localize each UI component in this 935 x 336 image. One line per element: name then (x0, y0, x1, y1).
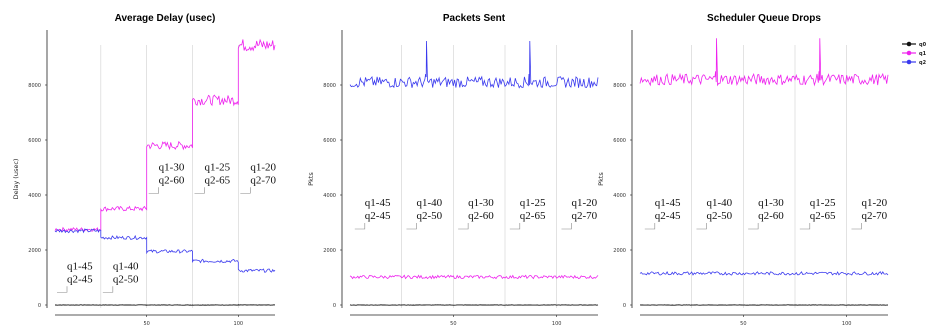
y-tick-label: 4000 (613, 193, 626, 199)
y-tick-label: 8000 (28, 83, 41, 89)
y-tick-label: 2000 (323, 248, 336, 254)
x-tick-label: 100 (234, 321, 244, 327)
phase-annotation: q2-65 (810, 210, 836, 222)
legend-label-q0: q0 (919, 42, 927, 48)
series-line-q2 (349, 40, 599, 89)
x-tick-label: 50 (143, 321, 149, 327)
y-tick-label: 6000 (28, 138, 41, 144)
phase-annotation: q1-20 (571, 197, 597, 209)
chart-title: Scheduler Queue Drops (707, 13, 821, 24)
phase-step-marker (644, 223, 656, 230)
phase-annotation: q1-20 (250, 161, 276, 173)
y-tick-label: 4000 (323, 193, 336, 199)
phase-annotation: q2-65 (205, 174, 231, 186)
phase-annotation: q2-60 (758, 210, 784, 222)
x-tick-label: 50 (450, 321, 456, 327)
phase-annotation: q2-60 (159, 174, 185, 186)
y-tick-label: 6000 (613, 138, 626, 144)
x-tick-label: 50 (740, 321, 746, 327)
y-tick-label: 8000 (613, 83, 626, 89)
phase-annotation: q2-45 (655, 210, 681, 222)
legend-marker-q1 (906, 50, 912, 56)
legend-marker-q0 (906, 41, 912, 47)
legend: q0 q1 q2 (902, 41, 927, 66)
chart-title: Average Delay (usec) (115, 13, 216, 24)
phase-annotation: q1-20 (861, 197, 887, 209)
chart-title: Packets Sent (443, 13, 506, 24)
phase-step-marker (354, 223, 366, 230)
y-axis-label: Pkts (307, 172, 315, 186)
phase-annotation: q1-40 (416, 197, 442, 209)
x-tick-label: 100 (842, 321, 852, 327)
phase-step-marker (148, 187, 159, 194)
phase-step-marker (696, 223, 707, 230)
phase-annotation: q2-65 (520, 210, 546, 222)
phase-annotation: q2-50 (113, 273, 139, 285)
phase-annotation: q1-45 (365, 197, 391, 209)
phase-step-marker (458, 223, 469, 230)
phase-annotation: q2-70 (571, 210, 597, 222)
series-line-q1 (54, 38, 276, 232)
phase-annotation: q2-45 (365, 210, 391, 222)
phase-step-marker (799, 223, 811, 230)
phase-step-marker (406, 223, 417, 230)
y-tick-label: 0 (623, 303, 626, 309)
y-tick-label: 6000 (323, 138, 336, 144)
phase-annotation: q2-50 (416, 210, 442, 222)
phase-step-marker (561, 223, 572, 230)
y-tick-label: 8000 (323, 83, 336, 89)
phase-step-marker (194, 187, 205, 194)
chart-panel-2: Packets Sent 0 2000 4000 6000 8000 Pkts 50 100 q1… (307, 13, 599, 327)
phase-annotation: q2-45 (67, 273, 93, 285)
phase-annotation: q2-70 (250, 174, 276, 186)
y-axis-label: Pkts (597, 172, 605, 186)
phase-step-marker (851, 223, 862, 230)
phase-annotation: q2-60 (468, 210, 494, 222)
chart-panel-1: Average Delay (usec) 0 2000 4000 6000 8000 Del… (12, 13, 276, 327)
phase-annotation: q1-45 (655, 197, 681, 209)
phase-annotation: q1-40 (706, 197, 732, 209)
series-line-q1 (349, 274, 599, 280)
x-tick-label: 100 (552, 321, 562, 327)
y-tick-label: 2000 (613, 248, 626, 254)
phase-annotation: q2-70 (861, 210, 887, 222)
phase-annotation: q1-25 (520, 197, 546, 209)
phase-annotation: q1-30 (468, 197, 494, 209)
chart-panel-3: Scheduler Queue Drops 0 2000 4000 6000 8000 Pk… (597, 13, 889, 327)
phase-step-marker (57, 286, 68, 293)
legend-label-q2: q2 (919, 60, 927, 66)
phase-annotation: q1-40 (113, 260, 139, 272)
series-line-q2 (639, 271, 889, 276)
phase-annotation: q1-30 (758, 197, 784, 209)
phase-annotation: q1-45 (67, 260, 93, 272)
phase-annotation: q2-50 (706, 210, 732, 222)
phase-annotation: q1-25 (810, 197, 836, 209)
series-line-q2 (54, 228, 276, 273)
y-tick-label: 0 (38, 303, 41, 309)
phase-step-marker (240, 187, 251, 194)
legend-label-q1: q1 (919, 51, 927, 57)
y-tick-label: 0 (333, 303, 336, 309)
y-axis-label: Delay (usec) (12, 159, 20, 200)
legend-marker-q2 (906, 59, 912, 65)
series-line-q1 (639, 38, 889, 87)
phase-step-marker (509, 223, 521, 230)
phase-annotation: q1-25 (205, 161, 231, 173)
y-tick-label: 2000 (28, 248, 41, 254)
y-tick-label: 4000 (28, 193, 41, 199)
phase-annotation: q1-30 (159, 161, 185, 173)
phase-step-marker (748, 223, 759, 230)
phase-step-marker (102, 286, 114, 293)
